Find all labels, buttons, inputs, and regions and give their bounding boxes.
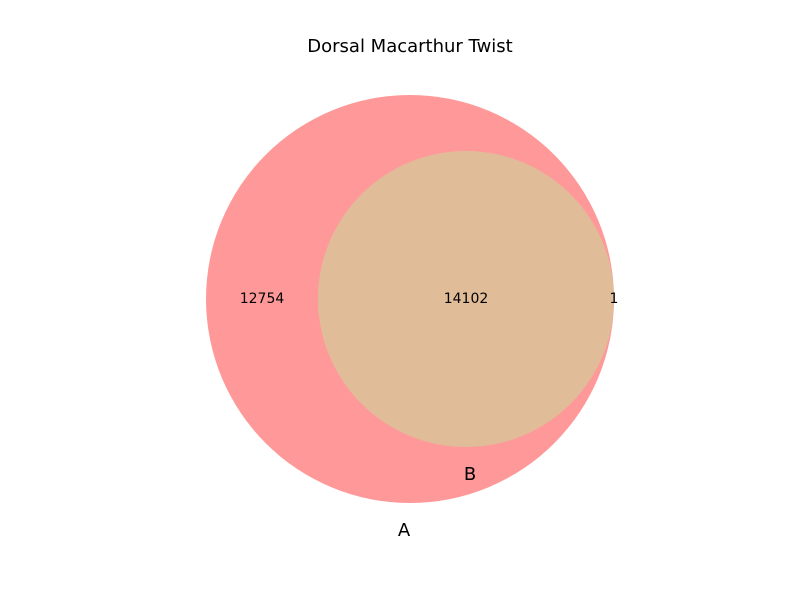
set-a-label: A	[398, 520, 411, 541]
set-b-circle	[318, 151, 614, 447]
region-a-and-b-count: 14102	[444, 291, 489, 307]
diagram-title: Dorsal Macarthur Twist	[307, 36, 512, 57]
region-b-only-count: 1	[610, 291, 619, 307]
region-a-only-count: 12754	[240, 291, 285, 307]
set-b-label: B	[464, 464, 476, 485]
